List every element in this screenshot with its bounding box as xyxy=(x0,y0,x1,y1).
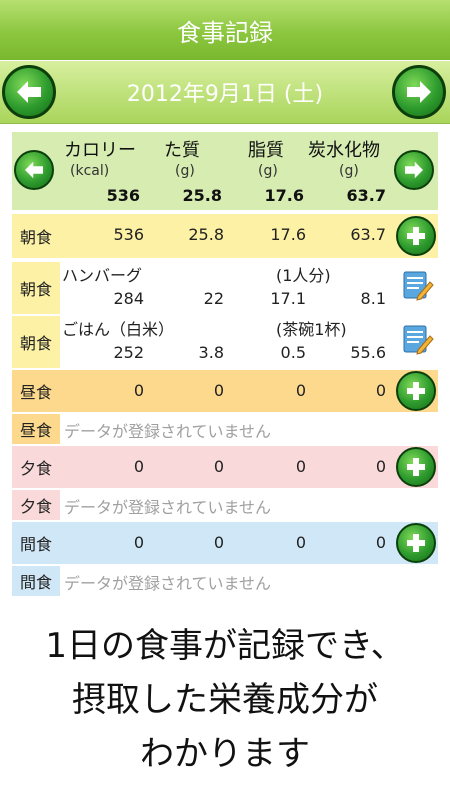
dinner-carbs: 0 xyxy=(375,457,386,476)
breakfast-row[interactable]: 朝食 536 25.8 17.6 63.7 xyxy=(12,214,438,258)
lunch-calorie: 0 xyxy=(133,381,144,400)
unit-calorie: (kcal) xyxy=(70,163,110,179)
snack-empty-label: 間食 xyxy=(12,566,60,596)
total-carbs: 63.7 xyxy=(346,186,386,205)
snack-carbs: 0 xyxy=(375,533,386,552)
breakfast-label: 朝食 xyxy=(19,228,52,247)
dinner-fat: 0 xyxy=(295,457,306,476)
title-bar: 食事記録 xyxy=(0,0,450,60)
item-protein: 22 xyxy=(203,289,224,308)
left-arrow-icon xyxy=(25,161,43,179)
caption-line-1: 1日の食事が記録でき、 xyxy=(45,626,405,666)
dinner-empty-text: データが登録されていません xyxy=(64,498,272,517)
item-carbs: 55.6 xyxy=(350,343,386,362)
right-arrow-icon xyxy=(405,161,423,179)
nutrition-summary: カロリー た質 脂質 炭水化物 (kcal) (g) (g) (g) 536 2… xyxy=(12,132,438,210)
food-name: ハンバーグ xyxy=(62,266,143,285)
breakfast-fat: 17.6 xyxy=(270,225,306,244)
caption-line-3: わかります xyxy=(140,734,310,774)
snack-calorie: 0 xyxy=(133,533,144,552)
lunch-label: 昼食 xyxy=(19,383,52,402)
prev-day-button[interactable] xyxy=(2,65,56,119)
header-fat: 脂質 xyxy=(248,140,284,161)
dinner-label: 夕食 xyxy=(19,459,52,478)
summary-next-button[interactable] xyxy=(394,150,434,190)
add-dinner-button[interactable] xyxy=(396,447,436,487)
dinner-empty-label: 夕食 xyxy=(12,490,60,520)
breakfast-item-row[interactable]: 朝食 ハンバーグ (1人分) 284 22 17.1 8.1 xyxy=(12,262,438,314)
dinner-protein: 0 xyxy=(213,457,224,476)
summary-prev-button[interactable] xyxy=(14,150,54,190)
dinner-empty-row: 夕食 データが登録されていません xyxy=(12,490,438,520)
unit-protein: (g) xyxy=(175,163,195,179)
food-portion: (1人分) xyxy=(276,266,331,285)
item-calorie: 252 xyxy=(113,343,144,362)
snack-row[interactable]: 間食 0 0 0 0 xyxy=(12,522,438,564)
lunch-empty-row: 昼食 データが登録されていません xyxy=(12,414,438,444)
page-title: 食事記録 xyxy=(177,18,273,47)
breakfast-item-label: 朝食 xyxy=(12,316,60,368)
breakfast-carbs: 63.7 xyxy=(350,225,386,244)
next-day-button[interactable] xyxy=(392,65,446,119)
snack-empty-row: 間食 データが登録されていません xyxy=(12,566,438,596)
breakfast-item-row[interactable]: 朝食 ごはん（白米） (茶碗1杯) 252 3.8 0.5 55.6 xyxy=(12,316,438,368)
dinner-row[interactable]: 夕食 0 0 0 0 xyxy=(12,446,438,488)
total-fat: 17.6 xyxy=(264,186,304,205)
add-breakfast-button[interactable] xyxy=(396,216,436,256)
add-lunch-button[interactable] xyxy=(396,371,436,411)
snack-fat: 0 xyxy=(295,533,306,552)
food-portion: (茶碗1杯) xyxy=(276,320,347,339)
plus-icon xyxy=(407,534,425,552)
header-carbs: 炭水化物 xyxy=(308,140,380,161)
item-calorie: 284 xyxy=(113,289,144,308)
lunch-protein: 0 xyxy=(213,381,224,400)
right-arrow-icon xyxy=(407,81,431,103)
plus-icon xyxy=(407,382,425,400)
snack-empty-text: データが登録されていません xyxy=(64,574,272,593)
item-protein: 3.8 xyxy=(198,343,224,362)
header-protein: た質 xyxy=(164,140,200,161)
breakfast-item-label: 朝食 xyxy=(12,262,60,314)
left-arrow-icon xyxy=(17,81,41,103)
breakfast-protein: 25.8 xyxy=(188,225,224,244)
food-name: ごはん（白米） xyxy=(62,320,175,339)
item-fat: 17.1 xyxy=(270,289,306,308)
plus-icon xyxy=(407,227,425,245)
date-bar: 2012年9月1日 (土) xyxy=(0,61,450,124)
dinner-calorie: 0 xyxy=(133,457,144,476)
total-protein: 25.8 xyxy=(182,186,222,205)
header-calorie: カロリー xyxy=(64,140,136,161)
edit-icon[interactable] xyxy=(402,268,434,302)
lunch-fat: 0 xyxy=(295,381,306,400)
lunch-empty-text: データが登録されていません xyxy=(64,422,272,441)
item-fat: 0.5 xyxy=(280,343,306,362)
breakfast-calorie: 536 xyxy=(113,225,144,244)
unit-carbs: (g) xyxy=(339,163,359,179)
snack-label: 間食 xyxy=(19,535,52,554)
date-label: 2012年9月1日 (土) xyxy=(126,82,324,107)
caption-line-2: 摂取した栄養成分が xyxy=(72,680,378,720)
lunch-empty-label: 昼食 xyxy=(12,414,60,444)
lunch-row[interactable]: 昼食 0 0 0 0 xyxy=(12,370,438,412)
item-carbs: 8.1 xyxy=(360,289,386,308)
unit-fat: (g) xyxy=(258,163,278,179)
add-snack-button[interactable] xyxy=(396,523,436,563)
snack-protein: 0 xyxy=(213,533,224,552)
edit-icon[interactable] xyxy=(402,322,434,356)
total-calorie: 536 xyxy=(106,186,140,205)
plus-icon xyxy=(407,458,425,476)
lunch-carbs: 0 xyxy=(375,381,386,400)
